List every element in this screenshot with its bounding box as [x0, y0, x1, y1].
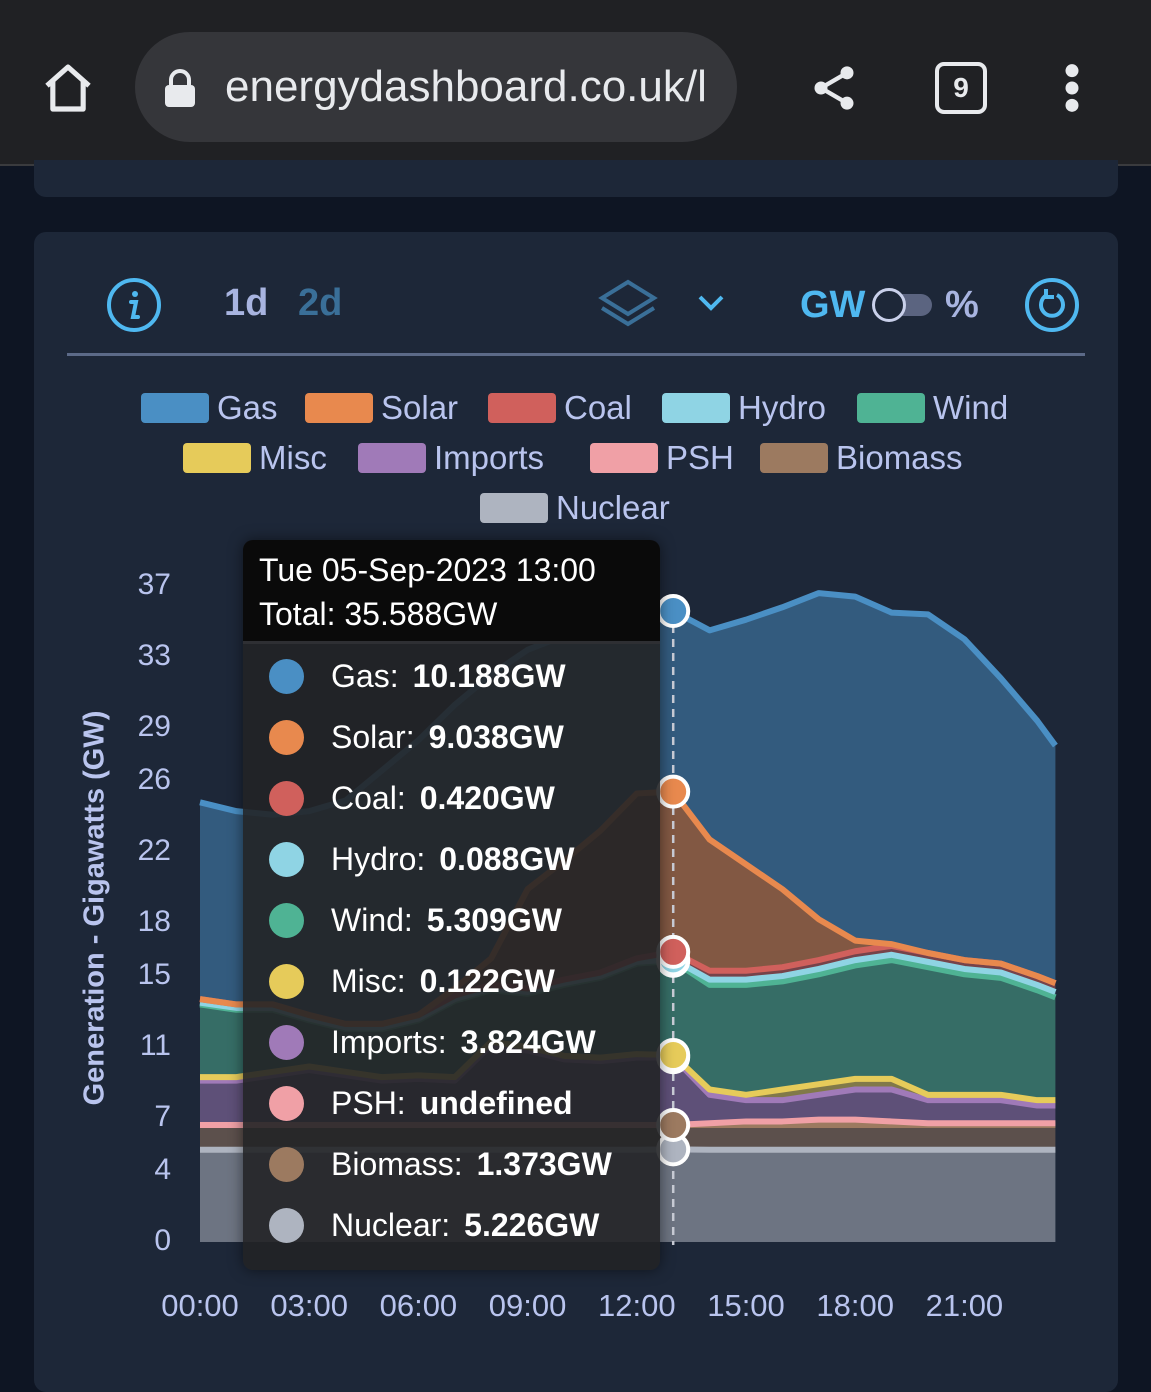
tooltip-row-value: 5.309GW [427, 902, 562, 939]
tooltip-row-value: 10.188GW [413, 658, 566, 695]
tooltip-row: Solar: 9.038GW [269, 717, 564, 757]
tooltip-row-value: 0.122GW [420, 963, 555, 1000]
tooltip-row-label: Solar: [331, 719, 415, 756]
hover-marker-misc [658, 1040, 688, 1070]
tooltip-row-label: Biomass: [331, 1146, 463, 1183]
series-dot-icon [269, 781, 304, 816]
chart-tooltip: Tue 05-Sep-2023 13:00 Total: 35.588GW Ga… [243, 540, 660, 1270]
series-dot-icon [269, 964, 304, 999]
tooltip-row-label: Coal: [331, 780, 406, 817]
tooltip-row-label: Hydro: [331, 841, 425, 878]
tooltip-row: Nuclear: 5.226GW [269, 1205, 599, 1245]
tooltip-date: Tue 05-Sep-2023 13:00 [259, 548, 660, 592]
tooltip-row: Misc: 0.122GW [269, 961, 555, 1001]
tooltip-row-value: 5.226GW [464, 1207, 599, 1244]
series-dot-icon [269, 1147, 304, 1182]
tooltip-total: Total: 35.588GW [259, 592, 660, 636]
tooltip-row-label: Imports: [331, 1024, 447, 1061]
tooltip-row-label: Gas: [331, 658, 399, 695]
series-dot-icon [269, 1086, 304, 1121]
series-dot-icon [269, 659, 304, 694]
series-dot-icon [269, 903, 304, 938]
tooltip-row: Coal: 0.420GW [269, 778, 555, 818]
hover-marker-solar [658, 777, 688, 807]
series-dot-icon [269, 842, 304, 877]
tooltip-row-value: 0.088GW [439, 841, 574, 878]
tooltip-row-value: 1.373GW [477, 1146, 612, 1183]
hover-marker-coal [658, 937, 688, 967]
tooltip-row-value: undefined [420, 1085, 573, 1122]
hover-marker-gas [658, 596, 688, 626]
tooltip-row-label: Misc: [331, 963, 406, 1000]
series-dot-icon [269, 1025, 304, 1060]
tooltip-row: Imports: 3.824GW [269, 1022, 596, 1062]
tooltip-row: PSH: undefined [269, 1083, 573, 1123]
tooltip-row-label: Wind: [331, 902, 413, 939]
series-dot-icon [269, 720, 304, 755]
tooltip-row-label: Nuclear: [331, 1207, 450, 1244]
tooltip-row: Gas: 10.188GW [269, 656, 566, 696]
tooltip-row-value: 0.420GW [420, 780, 555, 817]
series-dot-icon [269, 1208, 304, 1243]
tooltip-row: Wind: 5.309GW [269, 900, 562, 940]
tooltip-row: Hydro: 0.088GW [269, 839, 574, 879]
tooltip-row-label: PSH: [331, 1085, 406, 1122]
tooltip-row-value: 9.038GW [429, 719, 564, 756]
tooltip-row-value: 3.824GW [461, 1024, 596, 1061]
tooltip-row: Biomass: 1.373GW [269, 1144, 612, 1184]
hover-marker-biomass [658, 1110, 688, 1140]
